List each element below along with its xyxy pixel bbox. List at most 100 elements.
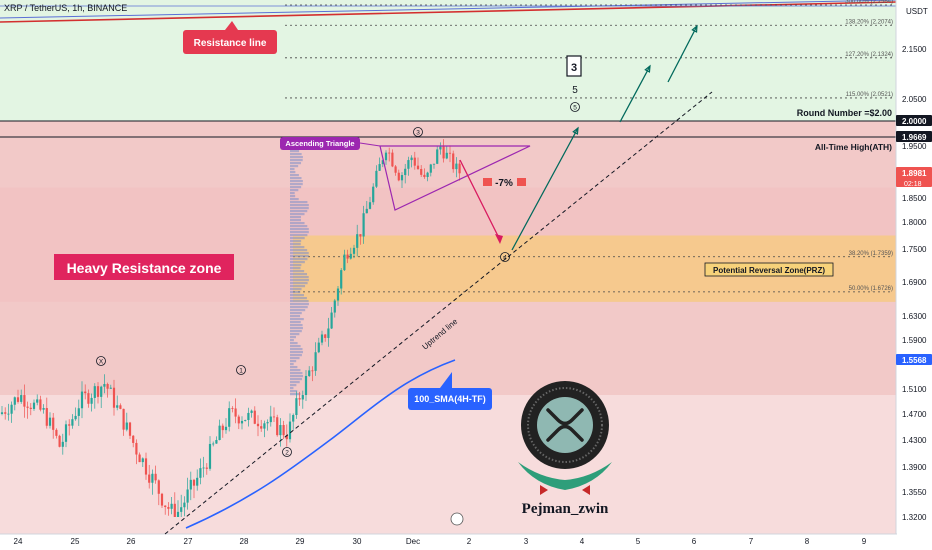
volume-profile-bar xyxy=(290,345,301,348)
ascending-triangle-label: Ascending Triangle xyxy=(285,139,354,148)
volume-profile-bar xyxy=(290,339,294,342)
candle-body xyxy=(269,416,272,423)
candle-body xyxy=(4,412,7,414)
candle-body xyxy=(368,202,372,209)
volume-profile-bar xyxy=(290,306,308,309)
candle-body xyxy=(205,467,208,469)
x-tick-label: 26 xyxy=(127,537,136,546)
candle-body xyxy=(394,166,397,173)
volume-profile-bar xyxy=(290,192,295,195)
candle-body xyxy=(426,172,429,178)
candle-body xyxy=(74,415,77,420)
candle-body xyxy=(381,160,384,165)
candle-body xyxy=(29,407,32,409)
volume-profile-bar xyxy=(290,372,303,375)
candle-body xyxy=(180,507,183,512)
candle-body xyxy=(288,421,292,440)
candle-body xyxy=(327,328,330,338)
y-tick-label: 1.6300 xyxy=(902,312,927,321)
candle-body xyxy=(240,420,244,424)
round-number-label: Round Number =$2.00 xyxy=(797,108,892,118)
candle-body xyxy=(253,410,256,424)
candle-body xyxy=(122,408,125,430)
candle-body xyxy=(260,426,263,429)
volume-profile-bar xyxy=(290,267,301,270)
y-tick-label: 1.4700 xyxy=(902,410,927,419)
uptrend-line xyxy=(164,91,713,535)
candle-body xyxy=(71,419,74,426)
candle-body xyxy=(148,474,151,483)
x-tick-label: 3 xyxy=(524,537,529,546)
ascending-triangle-badge xyxy=(280,137,360,150)
candle-body xyxy=(413,157,416,166)
y-tick-label: 1.3900 xyxy=(902,463,927,472)
volume-profile-bar xyxy=(290,216,301,219)
candle-body xyxy=(301,395,304,400)
volume-profile-bar xyxy=(290,375,303,378)
candle-body xyxy=(68,424,71,426)
x-tick-label: 8 xyxy=(805,537,810,546)
candle-body xyxy=(420,168,423,175)
candle-body xyxy=(199,468,202,478)
volume-profile-bar xyxy=(290,255,309,258)
x-tick-label: 24 xyxy=(14,537,23,546)
time-axis-bg xyxy=(0,535,896,550)
candle-body xyxy=(356,234,359,248)
volume-profile-bar xyxy=(290,246,305,249)
volume-profile-bar xyxy=(290,204,309,207)
upper-channel-line xyxy=(0,0,897,19)
candle-body xyxy=(93,386,96,398)
volume-profile-bar xyxy=(290,162,302,165)
candle-body xyxy=(103,384,106,387)
candle-body xyxy=(77,408,80,416)
y-tick-label: 1.4300 xyxy=(902,436,927,445)
wave-label-4 xyxy=(500,252,510,262)
prz-badge xyxy=(704,262,834,277)
candle-body xyxy=(7,413,10,415)
lightning-icon xyxy=(450,512,464,526)
wave-label-x-text: X xyxy=(99,359,104,366)
volume-profile-bar xyxy=(290,258,308,261)
candle-body xyxy=(167,507,170,509)
candle-body xyxy=(384,152,388,161)
x-tick-label: 27 xyxy=(184,537,193,546)
volume-profile-bar xyxy=(290,273,308,276)
volume-profile-bar xyxy=(290,387,294,390)
candle-body xyxy=(116,405,119,408)
y-tick-label: 1.3550 xyxy=(902,488,927,497)
y-tick-label: 1.6900 xyxy=(902,278,927,287)
volume-profile-bar xyxy=(290,330,302,333)
volume-profile-bar xyxy=(290,243,301,246)
candle-body xyxy=(352,247,356,254)
volume-profile-bar xyxy=(290,234,308,237)
y-tick-label: 2.1500 xyxy=(902,45,927,54)
candle-body xyxy=(359,234,362,237)
y-tick-label: 2.0500 xyxy=(902,95,927,104)
volume-profile-bar xyxy=(290,363,294,366)
y-tick-label: 1.8000 xyxy=(902,218,927,227)
volume-profile-bar xyxy=(290,207,309,210)
y-tick-label: 1.5100 xyxy=(902,385,927,394)
candle-body xyxy=(119,405,122,409)
candle-body xyxy=(160,493,164,506)
candle-body xyxy=(128,422,132,436)
author-label: Pejman_zwin xyxy=(522,501,609,517)
candle-body xyxy=(244,419,247,421)
candle-body xyxy=(141,458,144,463)
heavy-zone-label: Heavy Resistance zone xyxy=(67,260,222,276)
candle-body xyxy=(208,443,212,469)
volume-profile-bar xyxy=(290,177,302,180)
volume-profile-bar xyxy=(290,210,308,213)
candle-body xyxy=(375,170,378,187)
xrp-logo-leaves xyxy=(518,462,612,490)
candle-body xyxy=(266,422,269,424)
fib-level-label: 115.00% (2.0521) xyxy=(846,92,893,98)
volume-profile-bar xyxy=(290,183,303,186)
volume-profile-bar xyxy=(290,153,302,156)
candle-body xyxy=(55,429,58,436)
candle-body xyxy=(292,415,295,422)
candle-body xyxy=(192,479,196,486)
candle-body xyxy=(336,288,340,301)
candle-body xyxy=(224,426,228,431)
